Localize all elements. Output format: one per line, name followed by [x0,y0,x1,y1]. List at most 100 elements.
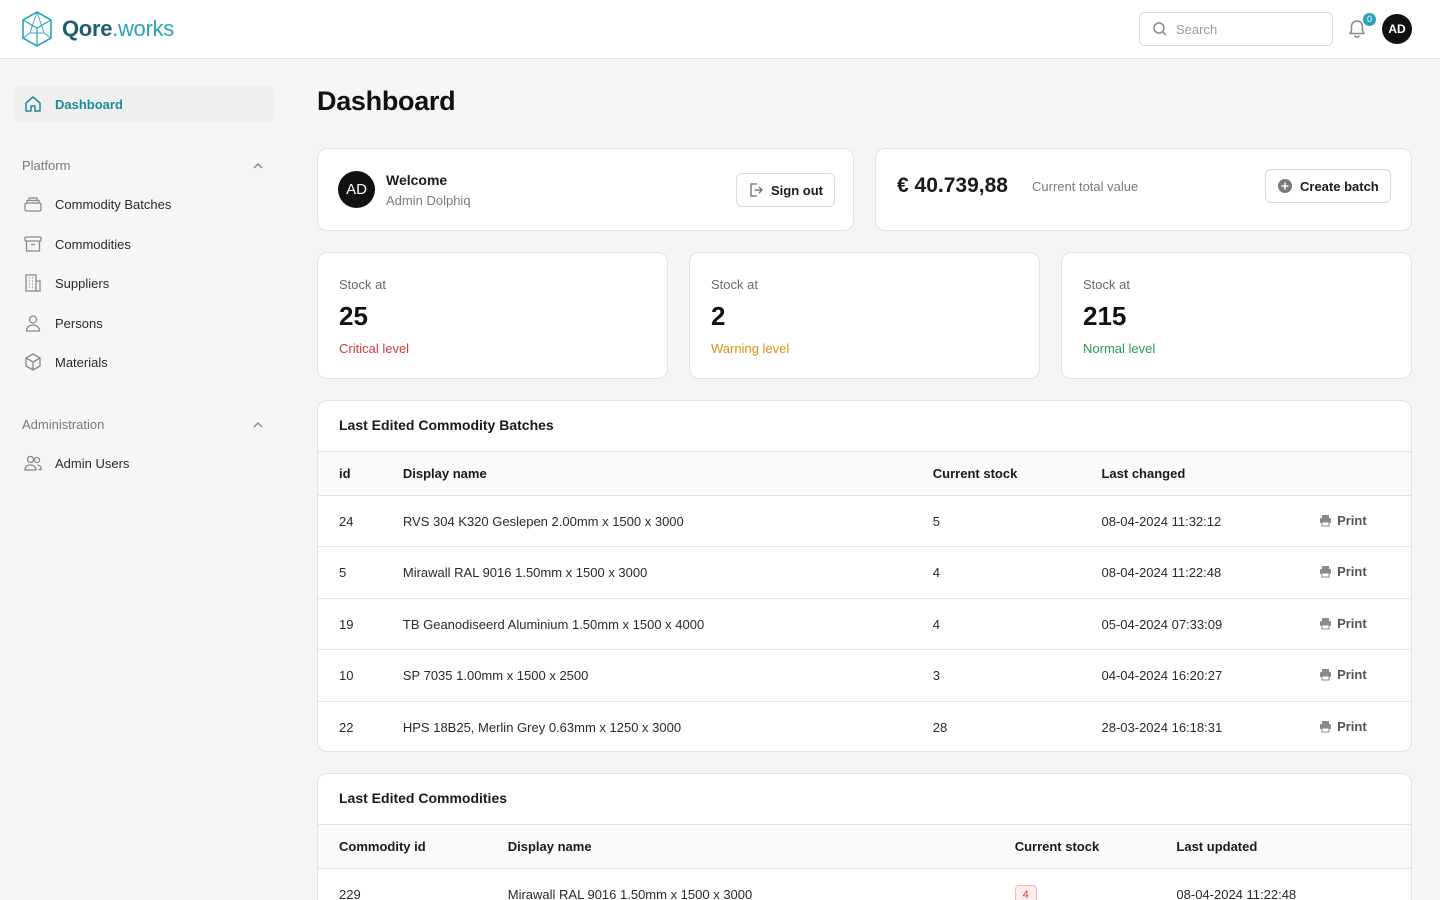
cell-current-stock: 4 [1014,868,1177,900]
sidebar-item-suppliers[interactable]: Suppliers [14,265,274,301]
cell-id: 10 [318,649,403,702]
column-header[interactable]: Current stock [1014,824,1177,869]
welcome-card: AD Welcome Admin Dolphiq Sign out [317,148,854,231]
table-row[interactable]: 19 TB Geanodiseerd Aluminium 1.50mm x 15… [318,598,1411,650]
batches-title: Last Edited Commodity Batches [339,417,554,433]
column-header[interactable]: Current stock [932,451,1102,496]
search-icon [1153,22,1167,36]
table-row[interactable]: 10 SP 7035 1.00mm x 1500 x 2500 3 04-04-… [318,649,1411,702]
user-avatar[interactable]: AD [1382,14,1412,44]
stock-value: 25 [339,301,368,331]
printer-icon [1320,669,1332,681]
table-row[interactable]: 22 HPS 18B25, Merlin Grey 0.63mm x 1250 … [318,702,1411,752]
table-header-row: Commodity id Display name Current stock … [318,824,1411,869]
create-batch-label: Create batch [1300,178,1379,194]
cell-last-changed: 05-04-2024 07:33:09 [1101,598,1320,650]
building-icon [25,274,41,292]
column-header-actions [1319,451,1411,496]
person-icon [25,315,41,332]
batches-table: id Display name Current stock Last chang… [318,451,1411,752]
column-header[interactable]: Display name [507,824,1015,869]
chevron-up-icon [253,162,263,169]
print-label: Print [1337,667,1367,682]
print-button[interactable]: Print [1319,719,1367,734]
stock-card-critical: Stock at 25 Critical level [317,252,668,379]
cell-last-changed: 08-04-2024 11:32:12 [1101,495,1320,547]
printer-icon [1320,720,1332,733]
cell-current-stock: 4 [932,598,1102,650]
table-header-row: id Display name Current stock Last chang… [318,451,1411,496]
plus-circle-icon [1278,179,1292,193]
total-value: € 40.739,88 [897,174,1008,197]
archive-icon [24,236,42,252]
sidebar-item-dashboard[interactable]: Dashboard [14,86,274,122]
column-header[interactable]: Last changed [1101,451,1320,496]
sidebar-item-commodities[interactable]: Commodities [14,226,274,262]
print-button[interactable]: Print [1319,667,1367,682]
sidebar-item-label: Admin Users [55,455,130,471]
sidebar-item-admin-users[interactable]: Admin Users [14,445,274,481]
column-header[interactable]: Last updated [1176,824,1411,869]
cell-display-name: RVS 304 K320 Geslepen 2.00mm x 1500 x 30… [402,495,933,547]
sign-out-icon [750,183,763,197]
cell-last-changed: 08-04-2024 11:22:48 [1101,546,1320,599]
notification-badge: 0 [1363,13,1376,26]
cell-id: 5 [318,546,403,599]
create-batch-button[interactable]: Create batch [1265,169,1391,203]
stock-level: Warning level [711,341,790,356]
users-icon [24,455,42,471]
table-row[interactable]: 5 Mirawall RAL 9016 1.50mm x 1500 x 3000… [318,546,1411,599]
cell-last-updated: 08-04-2024 11:22:48 [1176,868,1411,900]
cell-current-stock: 3 [932,649,1102,702]
chevron-up-icon [253,421,263,428]
cube-icon [25,353,41,371]
home-icon [25,96,41,112]
cell-actions: Print [1319,598,1411,650]
sign-out-button[interactable]: Sign out [736,173,835,207]
sidebar-item-materials[interactable]: Materials [14,344,274,380]
stock-badge: 4 [1014,884,1037,900]
table-row[interactable]: 229 Mirawall RAL 9016 1.50mm x 1500 x 30… [318,868,1411,900]
total-value-card: € 40.739,88 Current total value Create b… [875,148,1412,231]
print-button[interactable]: Print [1319,513,1367,528]
search-box[interactable] [1139,12,1333,46]
sidebar-item-persons[interactable]: Persons [14,305,274,341]
cell-actions: Print [1319,495,1411,547]
print-button[interactable]: Print [1319,616,1367,631]
cell-actions: Print [1319,702,1411,752]
brand-name-light: .works [112,16,174,41]
total-value-label: Current total value [1032,179,1139,194]
print-button[interactable]: Print [1319,564,1367,579]
bell-icon[interactable] [1346,18,1368,40]
cell-actions: Print [1319,649,1411,702]
stock-card-normal: Stock at 215 Normal level [1061,252,1412,379]
table-row[interactable]: 24 RVS 304 K320 Geslepen 2.00mm x 1500 x… [318,495,1411,547]
stock-value: 215 [1083,301,1127,331]
print-label: Print [1337,564,1367,579]
printer-icon [1320,566,1332,578]
cell-actions: Print [1319,546,1411,599]
sidebar-item-label: Commodity Batches [55,196,172,212]
stock-value: 2 [711,301,726,331]
column-header[interactable]: id [318,451,403,496]
welcome-title: Welcome [386,172,448,188]
sidebar-item-label: Persons [55,315,103,331]
welcome-user-name: Admin Dolphiq [386,193,471,208]
cell-display-name: Mirawall RAL 9016 1.50mm x 1500 x 3000 [507,868,1015,900]
column-header[interactable]: Commodity id [318,824,508,869]
cell-current-stock: 4 [932,546,1102,599]
sign-out-label: Sign out [771,182,823,198]
brand-name-bold: Qore [62,16,113,41]
brand-logo[interactable]: Qore.works [21,11,174,47]
column-header[interactable]: Display name [402,451,933,496]
commodities-card: Last Edited Commodities Commodity id Dis… [317,773,1412,900]
sidebar-section-platform[interactable]: Platform [22,158,264,173]
printer-icon [1320,514,1332,526]
batches-icon [24,197,42,212]
sidebar-section-administration[interactable]: Administration [22,417,264,432]
cell-id: 22 [339,719,354,735]
stock-label: Stock at [711,277,758,292]
search-input[interactable] [1176,21,1316,37]
sidebar-item-commodity-batches[interactable]: Commodity Batches [14,186,274,222]
batches-card: Last Edited Commodity Batches id Display… [317,400,1412,752]
